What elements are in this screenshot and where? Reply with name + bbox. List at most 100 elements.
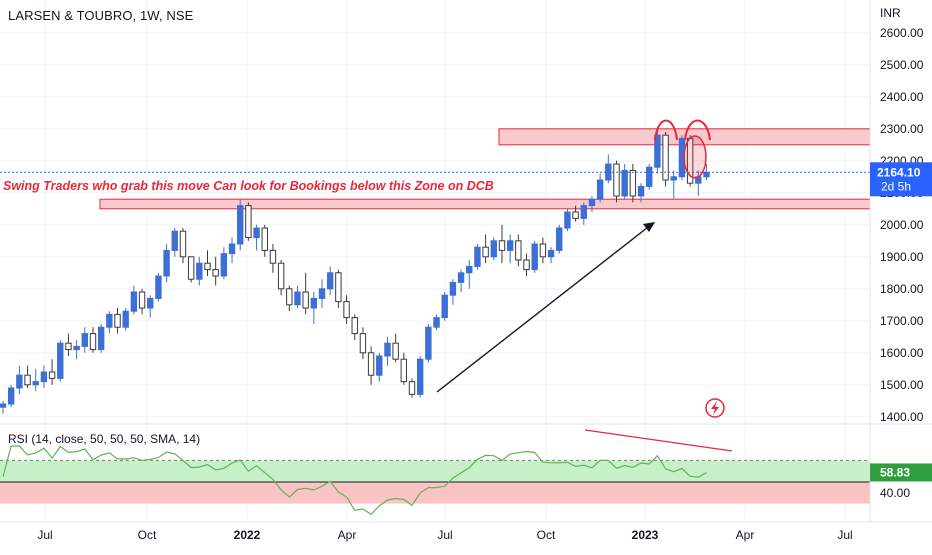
candle-body xyxy=(138,291,146,309)
candle-body xyxy=(621,169,628,197)
drawings-layer xyxy=(0,119,870,418)
price-tick-label: 2600.00 xyxy=(880,26,924,40)
candle-body xyxy=(506,240,514,251)
candle-body xyxy=(130,291,138,312)
rsi-level-label: 40.00 xyxy=(880,486,910,500)
candle-body xyxy=(539,243,547,258)
candle-body xyxy=(16,374,23,389)
price-tick-label: 1800.00 xyxy=(880,282,924,296)
price-tick-label: 1500.00 xyxy=(880,378,924,392)
candle-body xyxy=(155,275,162,299)
time-tick-label: Apr xyxy=(338,528,357,542)
candle-body xyxy=(57,342,64,379)
price-tick-label: 2000.00 xyxy=(880,218,924,232)
candle-body xyxy=(220,253,228,277)
candle-body xyxy=(457,272,465,283)
candle-body xyxy=(163,249,170,277)
last-price-value: 2164.10 xyxy=(877,165,921,179)
rsi-value-badge xyxy=(870,463,932,482)
candle-body xyxy=(196,262,203,280)
candle-body xyxy=(637,185,645,197)
candle-body xyxy=(73,345,80,351)
candle-body xyxy=(277,262,285,290)
candle-body xyxy=(449,281,457,296)
candle-body xyxy=(359,333,367,354)
candle-body xyxy=(646,166,653,187)
candle-body xyxy=(547,249,555,258)
trade-annotation: Swing Traders who grab this move Can loo… xyxy=(3,179,494,193)
rsi-layer xyxy=(0,429,870,516)
rsi-oversold-band xyxy=(0,482,870,504)
candle-body xyxy=(294,291,301,306)
symbol-title: LARSEN & TOUBRO, 1W, NSE xyxy=(8,8,194,23)
candle-body xyxy=(147,297,154,309)
highlight-ellipse xyxy=(683,135,707,179)
candle-body xyxy=(261,227,268,251)
candle-layer xyxy=(0,128,710,414)
candle-body xyxy=(408,381,416,395)
candle-body xyxy=(662,134,669,181)
candle-body xyxy=(351,317,358,335)
axis-layer: 2600.002500.002400.002300.002200.002100.… xyxy=(0,0,932,542)
candle-body xyxy=(588,198,596,207)
candle-body xyxy=(327,272,334,290)
candle-body xyxy=(441,294,448,319)
time-tick-label: Jul xyxy=(837,528,852,542)
candle-body xyxy=(572,211,579,219)
rsi-overbought-band xyxy=(0,460,870,482)
candle-body xyxy=(425,326,432,360)
candle-body xyxy=(187,256,195,280)
candle-body xyxy=(89,333,97,351)
candle-body xyxy=(40,371,48,383)
rsi-divergence-line xyxy=(584,429,733,452)
time-tick-label: 2023 xyxy=(632,528,659,542)
time-tick-label: Oct xyxy=(138,528,157,542)
candle-body xyxy=(32,381,39,386)
candle-body xyxy=(24,374,31,386)
time-tick-label: Jul xyxy=(37,528,52,542)
candle-body xyxy=(482,246,489,258)
currency-label: INR xyxy=(880,6,901,20)
candle-body xyxy=(556,227,563,251)
rsi-value-label: 58.83 xyxy=(880,465,910,479)
candle-body xyxy=(498,240,506,251)
candle-body xyxy=(376,355,383,376)
candle-body xyxy=(367,352,375,376)
candle-body xyxy=(490,240,498,258)
rsi-label: RSI (14, close, 50, 50, 50, SMA, 14) xyxy=(8,432,201,446)
candle-body xyxy=(670,176,677,181)
trend-arrow xyxy=(436,223,653,393)
price-tick-label: 2400.00 xyxy=(880,90,924,104)
candle-body xyxy=(466,265,473,274)
candle-body xyxy=(392,342,399,360)
candle-body xyxy=(65,342,72,351)
candle-body xyxy=(81,333,88,347)
candle-body xyxy=(654,134,661,168)
candle-body xyxy=(474,246,481,267)
trend-arrowhead xyxy=(643,222,655,232)
grid-layer xyxy=(0,0,870,522)
candle-body xyxy=(97,326,105,351)
time-tick-label: Oct xyxy=(537,528,556,542)
candle-body xyxy=(237,205,244,245)
candle-body xyxy=(302,291,309,309)
price-tick-label: 1900.00 xyxy=(880,250,924,264)
candle-body xyxy=(343,301,350,319)
last-price-badge xyxy=(870,162,932,197)
candle-body xyxy=(286,288,293,306)
candle-body xyxy=(596,179,604,200)
double-top-arc-2 xyxy=(684,119,711,141)
candle-body xyxy=(310,297,318,309)
candle-body xyxy=(106,313,113,328)
zone-layer xyxy=(99,128,871,210)
candle-body xyxy=(515,240,522,261)
candle-body xyxy=(384,342,391,357)
candle-body xyxy=(613,163,620,197)
time-tick-label: 2022 xyxy=(234,528,261,542)
time-tick-label: Jul xyxy=(437,528,452,542)
price-tick-label: 2500.00 xyxy=(880,58,924,72)
price-tick-label: 1600.00 xyxy=(880,346,924,360)
candle-body xyxy=(564,211,571,229)
